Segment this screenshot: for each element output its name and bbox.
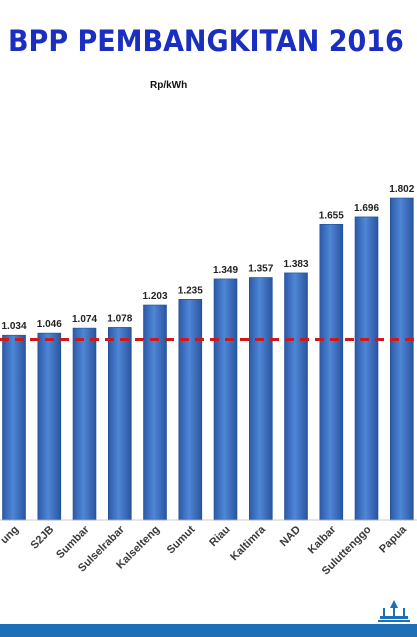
unit-label: Rp/kWh (150, 80, 188, 91)
x-tick-label-nad: NAD (278, 524, 303, 549)
bar-kalselteng (143, 304, 167, 521)
value-label-kalbar: 1.655 (319, 210, 344, 221)
value-label-kalselteng: 1.203 (142, 291, 167, 302)
value-label-kaltimra: 1.357 (248, 264, 273, 275)
x-tick-label-s2jb: S2JB (28, 524, 56, 552)
bar-riau (213, 278, 238, 521)
bar-suluttenggo (354, 216, 379, 521)
value-labels-group: 1.034 1.046 1.074 1.078 1.203 1.235 1.349 1.357… (1, 184, 414, 332)
bar-sulselrabar (108, 327, 132, 521)
x-tick-label-kaltimra: Kaltimra (228, 523, 268, 563)
x-tick-label-kalbar: Kalbar (306, 523, 339, 556)
value-label-sumbar: 1.074 (72, 314, 97, 325)
bar-kalbar (319, 224, 344, 521)
value-label-riau: 1.349 (213, 265, 238, 276)
bar-s2jb (37, 332, 62, 521)
x-tick-label-ung: ung (0, 524, 21, 547)
value-label-s2jb: 1.046 (37, 319, 62, 330)
value-label-sulselrabar: 1.078 (107, 313, 132, 324)
bar-kaltimra (249, 277, 273, 521)
x-tick-label-riau: Riau (207, 524, 232, 549)
value-label-ung: 1.034 (1, 321, 26, 332)
value-label-nad: 1.383 (283, 259, 308, 270)
bar-papua (389, 197, 414, 521)
bars-group (0, 197, 417, 521)
page-title: BPP PEMBANGKITAN 2016 (8, 24, 404, 58)
bar-sumut (178, 298, 203, 521)
bar-sumbar (72, 327, 97, 521)
x-tick-label-papua: Papua (377, 523, 409, 555)
value-label-suluttenggo: 1.696 (354, 203, 379, 214)
pln-offshore-rig-icon (378, 600, 410, 622)
footer-bar (0, 624, 417, 637)
x-tick-label-sumut: Sumut (165, 523, 198, 556)
bar-nad (284, 272, 308, 521)
value-label-papua: 1.802 (389, 184, 414, 195)
bar-ung (2, 334, 26, 521)
value-label-sumut: 1.235 (178, 285, 203, 296)
